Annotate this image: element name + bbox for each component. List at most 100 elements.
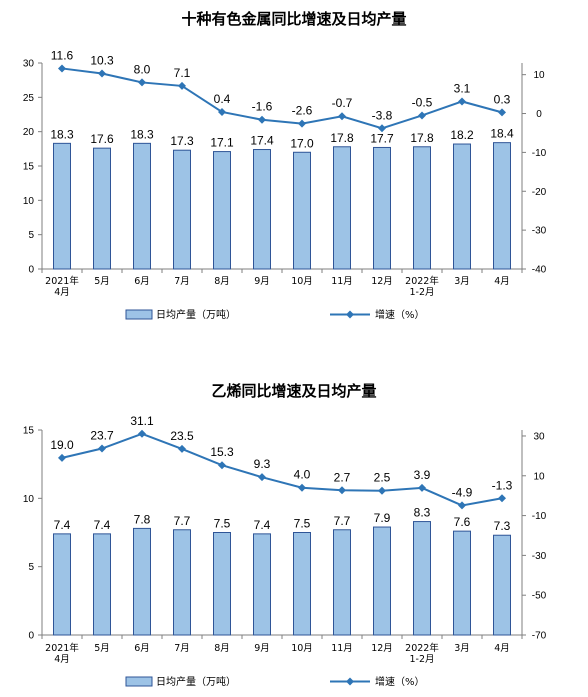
growth-point (298, 119, 306, 128)
category-label: 5月 (94, 643, 110, 654)
growth-point (258, 115, 266, 124)
bar-value-label: 17.4 (250, 134, 274, 148)
left-tick-label: 10 (23, 494, 35, 505)
bar-value-label: 17.7 (370, 131, 394, 145)
left-tick-label: 5 (28, 230, 34, 241)
right-tick-label: -30 (532, 226, 547, 237)
right-tick-label: -10 (532, 511, 547, 522)
growth-value-label: -2.6 (292, 104, 313, 118)
bar (93, 147, 111, 270)
growth-point (338, 486, 346, 495)
bar (173, 529, 191, 636)
bar-value-label: 7.7 (174, 514, 191, 528)
bar (213, 532, 231, 636)
growth-point (218, 461, 226, 470)
chart-panel-1: 十种有色金属同比增速及日均产量 0 5 10 15 20 25 30 -40 -30 -20 -10 0… (23, 10, 547, 321)
category-label: 2021年 (45, 642, 79, 654)
category-label: 4月 (54, 654, 70, 665)
legend-bar-label: 日均产量（万吨） (156, 308, 236, 321)
bar (93, 533, 111, 636)
growth-value-label: -1.6 (252, 100, 273, 114)
category-label: 9月 (254, 643, 270, 654)
bar-value-label: 7.6 (454, 515, 471, 529)
left-tick-label: 0 (28, 265, 34, 276)
growth-value-label: 4.0 (294, 468, 311, 482)
growth-point (378, 486, 386, 495)
bar (373, 146, 391, 270)
category-label: 12月 (371, 276, 393, 287)
category-label: 7月 (174, 643, 190, 654)
category-label: 1-2月 (409, 654, 434, 665)
growth-value-label: -3.8 (372, 108, 393, 122)
category-label: 6月 (134, 643, 150, 654)
growth-line (61, 432, 503, 507)
bar (333, 146, 351, 270)
legend: 日均产量（万吨） 增速（%） (125, 675, 425, 688)
growth-point (378, 124, 386, 133)
growth-value-label: -1.3 (492, 478, 513, 492)
bar (453, 530, 471, 636)
right-tick-label: 10 (533, 471, 545, 482)
growth-value-label: 23.5 (170, 429, 194, 443)
bar-value-label: 17.3 (170, 134, 194, 148)
growth-value-label: 7.1 (174, 66, 191, 80)
growth-point (138, 429, 146, 438)
legend-bar-swatch (125, 676, 153, 687)
category-label: 11月 (331, 276, 353, 287)
growth-value-label: 19.0 (50, 438, 74, 452)
growth-value-label: 2.7 (334, 470, 351, 484)
left-tick-label: 10 (23, 196, 35, 207)
category-label: 4月 (54, 287, 70, 298)
bar (53, 142, 71, 270)
right-tick-label: -40 (532, 265, 547, 276)
right-tick-label: -70 (532, 631, 547, 642)
growth-value-label: 23.7 (90, 429, 114, 443)
right-tick-label: 0 (536, 109, 542, 120)
legend-line-marker (346, 677, 354, 686)
bar-value-label: 7.4 (54, 518, 71, 532)
growth-point (178, 444, 186, 453)
growth-point (458, 97, 466, 106)
left-tick-label: 20 (23, 127, 35, 138)
growth-point (98, 444, 106, 453)
category-label: 11月 (331, 643, 353, 654)
growth-value-label: 9.3 (254, 457, 271, 471)
left-tick-label: 5 (28, 562, 34, 573)
bar-value-label: 7.4 (254, 518, 271, 532)
growth-point (138, 78, 146, 87)
category-label: 9月 (254, 276, 270, 287)
growth-point (458, 501, 466, 510)
growth-value-label: 8.0 (134, 62, 151, 76)
bar (213, 151, 231, 270)
growth-value-label: 31.1 (130, 414, 154, 428)
bar (293, 151, 311, 270)
category-label: 10月 (291, 276, 313, 287)
bar (133, 142, 151, 270)
bar-value-label: 18.4 (490, 127, 514, 141)
growth-value-label: 3.9 (414, 468, 431, 482)
left-tick-label: 30 (23, 59, 35, 70)
bar-value-label: 18.3 (130, 127, 154, 141)
growth-point (98, 69, 106, 78)
growth-point (178, 81, 186, 90)
right-tick-label: -30 (532, 551, 547, 562)
growth-point (338, 112, 346, 121)
bar-value-label: 17.6 (90, 132, 114, 146)
chart-title: 十种有色金属同比增速及日均产量 (181, 10, 406, 28)
growth-point (298, 483, 306, 492)
bar-value-label: 7.8 (134, 512, 151, 526)
category-label: 4月 (494, 276, 510, 287)
left-tick-label: 15 (23, 162, 35, 173)
bar (453, 143, 471, 270)
left-tick-label: 15 (23, 426, 35, 437)
category-label: 1-2月 (409, 287, 434, 298)
bar (173, 149, 191, 270)
right-tick-label: -10 (532, 148, 547, 159)
growth-point (258, 473, 266, 482)
chart-title: 乙烯同比增速及日均产量 (211, 382, 376, 400)
right-tick-label: 10 (533, 70, 545, 81)
bar (493, 142, 511, 270)
bar (53, 533, 71, 636)
growth-point (58, 453, 66, 462)
growth-point (218, 107, 226, 116)
